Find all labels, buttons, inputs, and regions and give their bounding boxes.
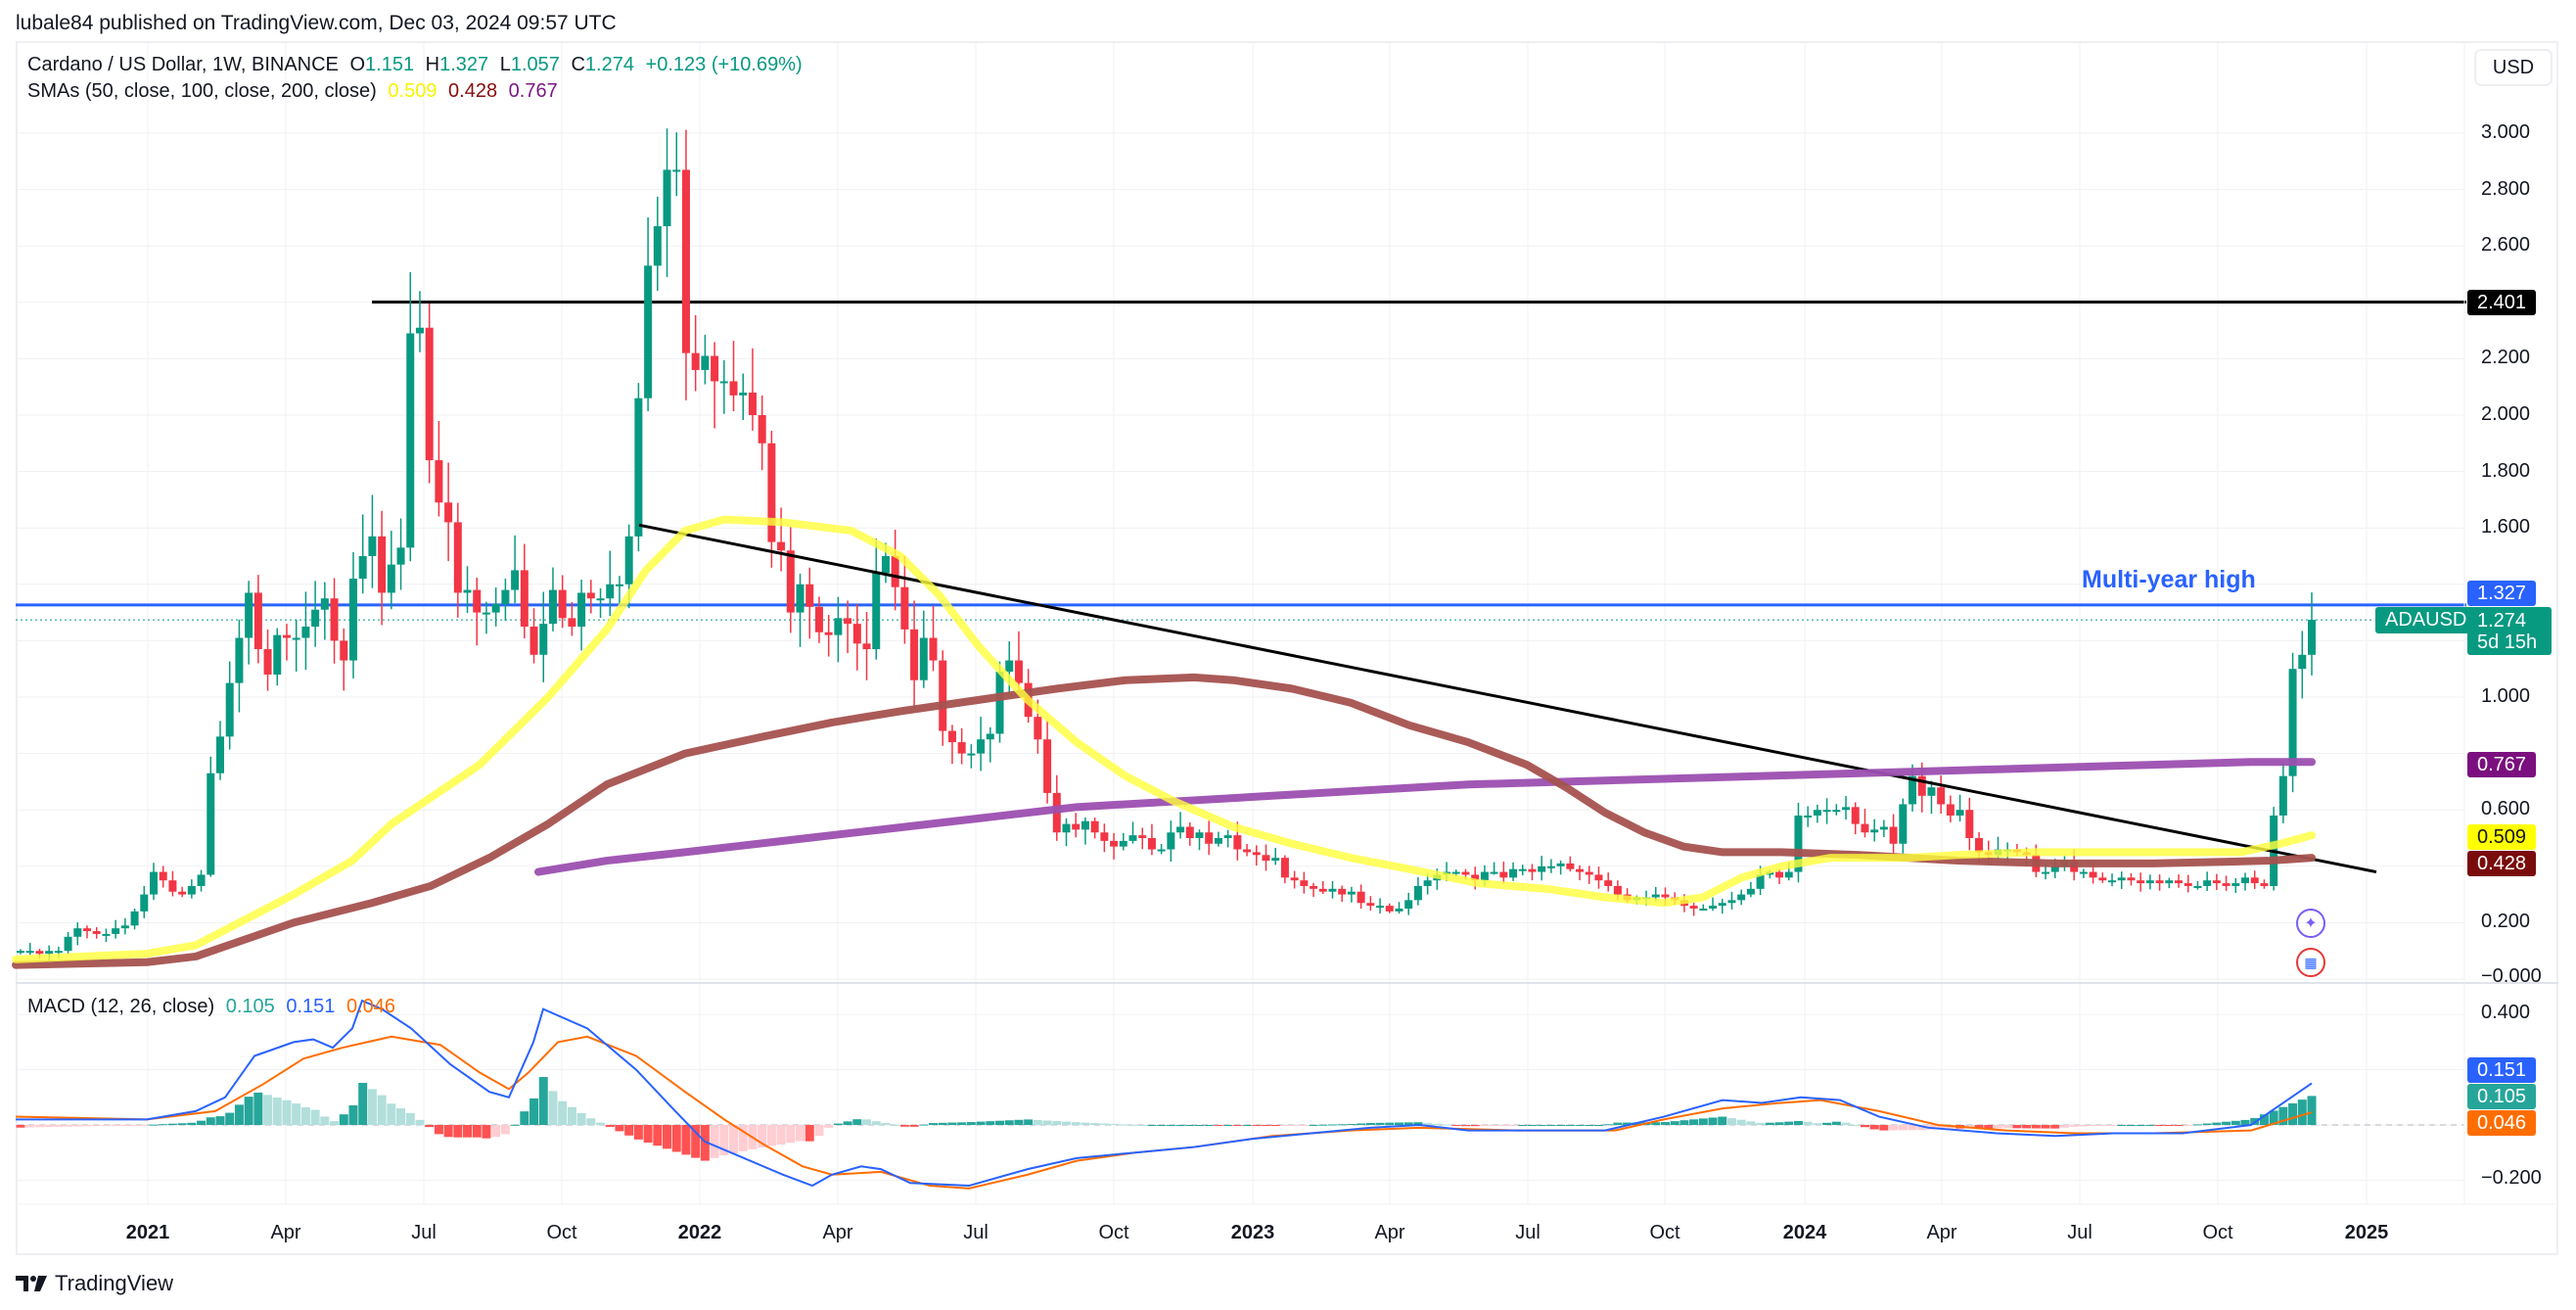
time-axis-label: Apr xyxy=(1926,1222,1957,1243)
macd-tick: −0.200 xyxy=(2481,1167,2542,1189)
symbol-title: Cardano / US Dollar, 1W, BINANCE xyxy=(27,54,339,75)
publisher-line: lubale84 published on TradingView.com, D… xyxy=(16,12,617,34)
macd-line-value: 0.151 xyxy=(286,996,336,1017)
price-tick: 0.600 xyxy=(2481,798,2531,819)
us-flag-icon[interactable]: ▦ xyxy=(2296,948,2325,977)
price-tick: 0.200 xyxy=(2481,911,2531,932)
macd-tick: 0.400 xyxy=(2481,1002,2531,1023)
macd-hist-tag: 0.105 xyxy=(2467,1084,2537,1109)
macd-line-tag: 0.151 xyxy=(2467,1057,2537,1083)
sma100-price-tag: 0.428 xyxy=(2467,851,2537,876)
time-axis-label: Jul xyxy=(411,1222,437,1243)
price-tick: −0.000 xyxy=(2481,965,2542,987)
tradingview-logo-icon xyxy=(16,1276,47,1291)
chart-frame xyxy=(16,41,2558,1255)
price-tick: 2.000 xyxy=(2481,403,2531,425)
tradingview-wordmark: TradingView xyxy=(55,1271,174,1295)
last-price: 1.274 xyxy=(2477,609,2527,632)
sma50-price-tag: 0.509 xyxy=(2467,824,2537,850)
price-tick: 2.200 xyxy=(2481,347,2531,368)
close-value: 1.274 xyxy=(584,54,634,75)
time-axis-label: Oct xyxy=(546,1222,577,1243)
sma200-value: 0.767 xyxy=(508,80,558,102)
low-value: 1.057 xyxy=(510,54,560,75)
last-price-tag: 1.274 5d 15h xyxy=(2467,607,2552,655)
currency-button[interactable]: USD xyxy=(2474,49,2553,86)
time-axis-label: Apr xyxy=(1374,1222,1405,1243)
sma200-price-tag: 0.767 xyxy=(2467,752,2537,777)
sma-legend: SMAs (50, close, 100, close, 200, close)… xyxy=(27,80,564,103)
time-axis-label: Jul xyxy=(2067,1222,2093,1243)
symbol-legend: Cardano / US Dollar, 1W, BINANCE O1.151 … xyxy=(27,54,803,75)
bar-countdown: 5d 15h xyxy=(2477,631,2538,653)
macd-signal-value: 0.046 xyxy=(345,996,396,1017)
macd-legend: MACD (12, 26, close) 0.105 0.151 0.046 xyxy=(27,996,401,1018)
sma100-value: 0.428 xyxy=(448,80,498,102)
price-tick: 1.600 xyxy=(2481,516,2531,538)
macd-title: MACD (12, 26, close) xyxy=(27,996,215,1017)
price-tick: 2.600 xyxy=(2481,234,2531,256)
multi-year-high-label: Multi-year high xyxy=(2082,566,2256,593)
time-axis-label: 2025 xyxy=(2344,1222,2389,1243)
macd-hist-value: 0.105 xyxy=(225,996,275,1017)
time-axis-label: Oct xyxy=(1649,1222,1680,1243)
time-axis-label: Apr xyxy=(270,1222,301,1243)
open-value: 1.151 xyxy=(365,54,415,75)
tradingview-logo[interactable]: TradingView xyxy=(16,1271,173,1296)
time-axis-label: 2023 xyxy=(1230,1222,1275,1243)
resistance-price-tag: 2.401 xyxy=(2467,290,2537,315)
macd-signal-tag: 0.046 xyxy=(2467,1110,2537,1136)
time-axis-label: Oct xyxy=(2202,1222,2233,1243)
time-axis-label: 2021 xyxy=(125,1222,170,1243)
time-axis-label: Apr xyxy=(822,1222,853,1243)
high-value: 1.327 xyxy=(439,54,489,75)
high-price-tag: 1.327 xyxy=(2467,581,2537,606)
price-tick: 1.000 xyxy=(2481,685,2531,707)
sma50-value: 0.509 xyxy=(388,80,437,102)
time-axis-label: Jul xyxy=(963,1222,989,1243)
sma-title: SMAs (50, close, 100, close, 200, close) xyxy=(27,80,377,102)
symbol-tag: ADAUSD xyxy=(2375,607,2477,633)
time-axis-label: Jul xyxy=(1515,1222,1541,1243)
time-axis-label: 2022 xyxy=(677,1222,722,1243)
time-axis-label: Oct xyxy=(1098,1222,1129,1243)
time-axis-label: 2024 xyxy=(1782,1222,1827,1243)
change-value: +0.123 (+10.69%) xyxy=(645,54,803,75)
price-tick: 3.000 xyxy=(2481,121,2531,143)
sparkle-icon[interactable]: ✦ xyxy=(2296,909,2325,938)
price-tick: 1.800 xyxy=(2481,460,2531,482)
price-tick: 2.800 xyxy=(2481,178,2531,200)
